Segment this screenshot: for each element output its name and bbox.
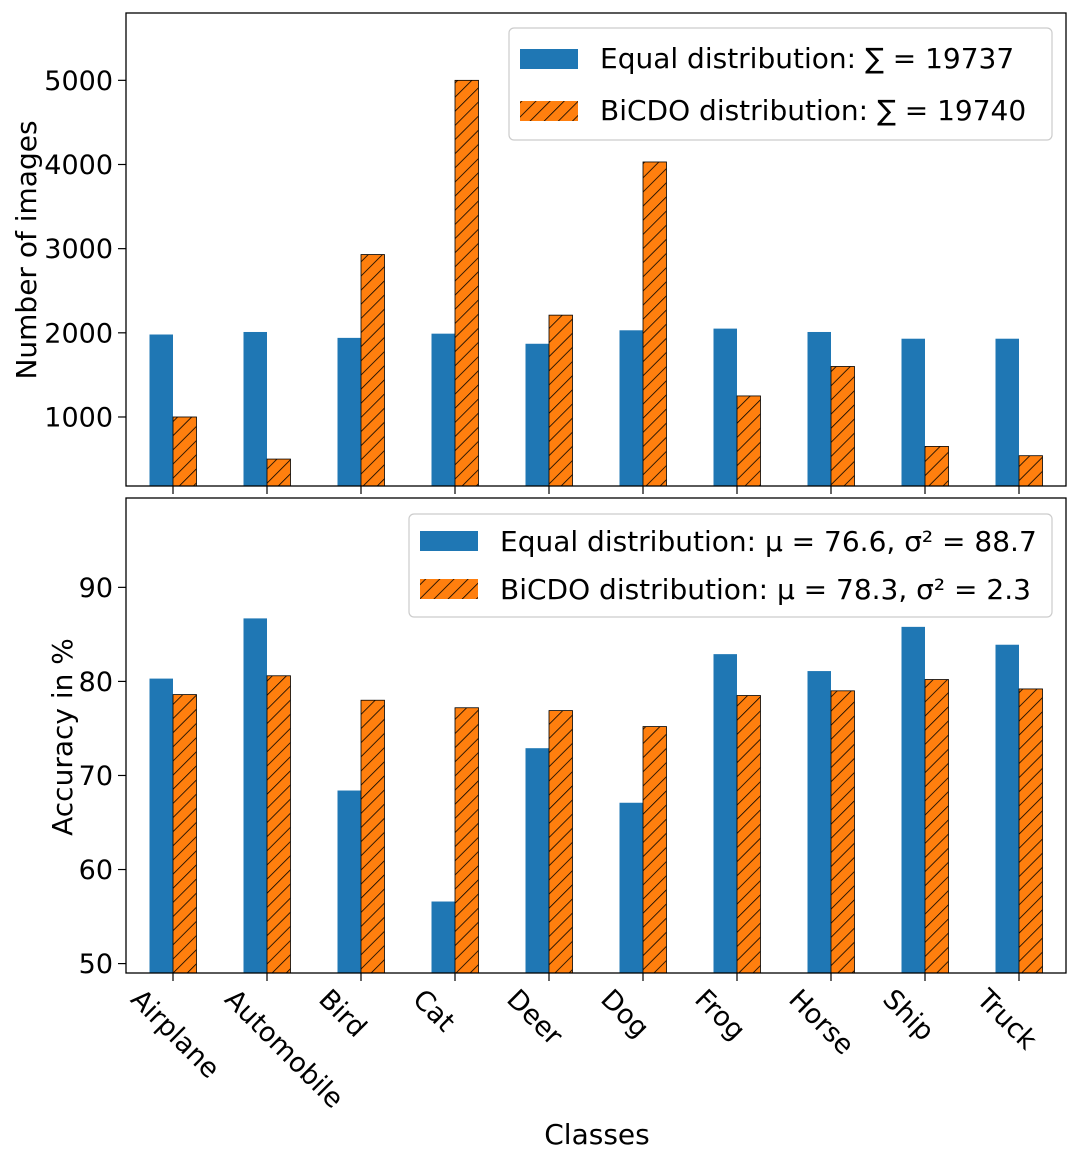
bar-bicdo-horse — [830, 366, 855, 487]
bar-bicdo-dog — [642, 161, 667, 487]
images-y-axis-label: Number of images — [10, 120, 43, 379]
bar-equal-bird — [337, 337, 361, 486]
bar-equal-automobile — [243, 331, 267, 486]
bar-bicdo-ship — [924, 446, 949, 487]
bar-equal-deer — [525, 343, 549, 486]
legend-swatch-bicdo — [520, 101, 578, 121]
bar-equal-ship — [901, 338, 925, 486]
images-y-ticks: 1000 2000 3000 4000 5000 — [44, 66, 1020, 494]
accuracy-legend: Equal distribution: μ = 76.6, σ² = 88.7 … — [408, 513, 1053, 618]
accuracy-bars — [149, 618, 1043, 974]
accuracy-y-ticks: 50 60 70 80 90 — [79, 573, 1020, 981]
images-legend: Equal distribution: ∑ = 19737 BiCDO dist… — [508, 27, 1053, 141]
bar-bicdo-airplane — [172, 416, 197, 487]
bar-bicdo-truck — [1018, 455, 1043, 487]
bar-equal-bird — [337, 790, 361, 973]
x-tick-label-bird: Bird — [312, 984, 372, 1044]
bar-bicdo-frog — [736, 695, 761, 974]
x-tick-label-airplane: Airplane — [124, 984, 225, 1085]
x-tick-label-dog: Dog — [594, 984, 654, 1044]
bar-equal-dog — [619, 802, 643, 973]
bar-equal-frog — [713, 328, 737, 486]
legend-label-equal: Equal distribution: ∑ = 19737 — [600, 42, 1014, 75]
legend-label-bicdo: BiCDO distribution: ∑ = 19740 — [600, 94, 1026, 127]
legend-swatch-equal — [420, 531, 478, 551]
bar-equal-horse — [807, 331, 831, 486]
accuracy-axes-frame — [125, 497, 1067, 974]
bar-bicdo-cat — [454, 707, 479, 974]
bar-bicdo-automobile — [266, 458, 291, 487]
bar-bicdo-bird — [360, 699, 385, 974]
bar-equal-dog — [619, 330, 643, 486]
legend-label-bicdo: BiCDO distribution: μ = 78.3, σ² = 2.3 — [500, 573, 1031, 606]
x-tick-label-ship: Ship — [876, 984, 940, 1048]
bar-bicdo-horse — [830, 690, 855, 974]
y-tick-label: 4000 — [44, 150, 113, 181]
bar-equal-horse — [807, 671, 831, 973]
bar-equal-airplane — [149, 678, 173, 973]
bar-equal-truck — [995, 338, 1019, 486]
y-tick-label: 90 — [79, 573, 113, 604]
bar-equal-cat — [431, 901, 455, 973]
y-tick-label: 3000 — [44, 234, 113, 265]
bar-equal-frog — [713, 654, 737, 973]
bar-bicdo-airplane — [172, 694, 197, 974]
y-tick-label: 5000 — [44, 66, 113, 97]
bar-equal-truck — [995, 644, 1019, 973]
bar-bicdo-bird — [360, 254, 385, 487]
legend-label-equal: Equal distribution: μ = 76.6, σ² = 88.7 — [500, 525, 1037, 558]
x-tick-label-deer: Deer — [500, 984, 569, 1053]
x-axis-label: Classes — [544, 1118, 649, 1151]
bar-equal-automobile — [243, 618, 267, 973]
x-tick-label-horse: Horse — [782, 984, 860, 1062]
bar-equal-deer — [525, 748, 549, 973]
y-tick-label: 2000 — [44, 318, 113, 349]
bar-equal-ship — [901, 626, 925, 973]
images-per-class-chart: 1000 2000 3000 4000 5000 Number of images Eq… — [10, 12, 1067, 494]
x-tick-label-frog: Frog — [688, 984, 751, 1047]
images-axes-frame — [125, 12, 1067, 487]
x-tick-label-truck: Truck — [970, 983, 1043, 1056]
y-tick-label: 50 — [79, 949, 113, 980]
bar-bicdo-frog — [736, 395, 761, 487]
bar-bicdo-deer — [548, 710, 573, 974]
bar-bicdo-truck — [1018, 688, 1043, 974]
images-bars — [149, 79, 1043, 487]
x-tick-label-cat: Cat — [406, 984, 460, 1038]
y-tick-label: 70 — [79, 761, 113, 792]
bar-bicdo-automobile — [266, 675, 291, 974]
legend-swatch-equal — [520, 49, 578, 69]
y-tick-label: 1000 — [44, 402, 113, 433]
bar-equal-cat — [431, 333, 455, 486]
bar-equal-airplane — [149, 334, 173, 486]
accuracy-per-class-chart: 50 60 70 80 90 Accuracy in % Equal distribut… — [46, 497, 1067, 981]
bar-bicdo-ship — [924, 679, 949, 974]
legend-swatch-bicdo — [420, 579, 478, 599]
bar-bicdo-deer — [548, 314, 573, 487]
y-tick-label: 60 — [79, 855, 113, 886]
accuracy-y-axis-label: Accuracy in % — [46, 638, 79, 836]
y-tick-label: 80 — [79, 667, 113, 698]
bar-bicdo-cat — [454, 79, 479, 487]
bar-bicdo-dog — [642, 726, 667, 974]
